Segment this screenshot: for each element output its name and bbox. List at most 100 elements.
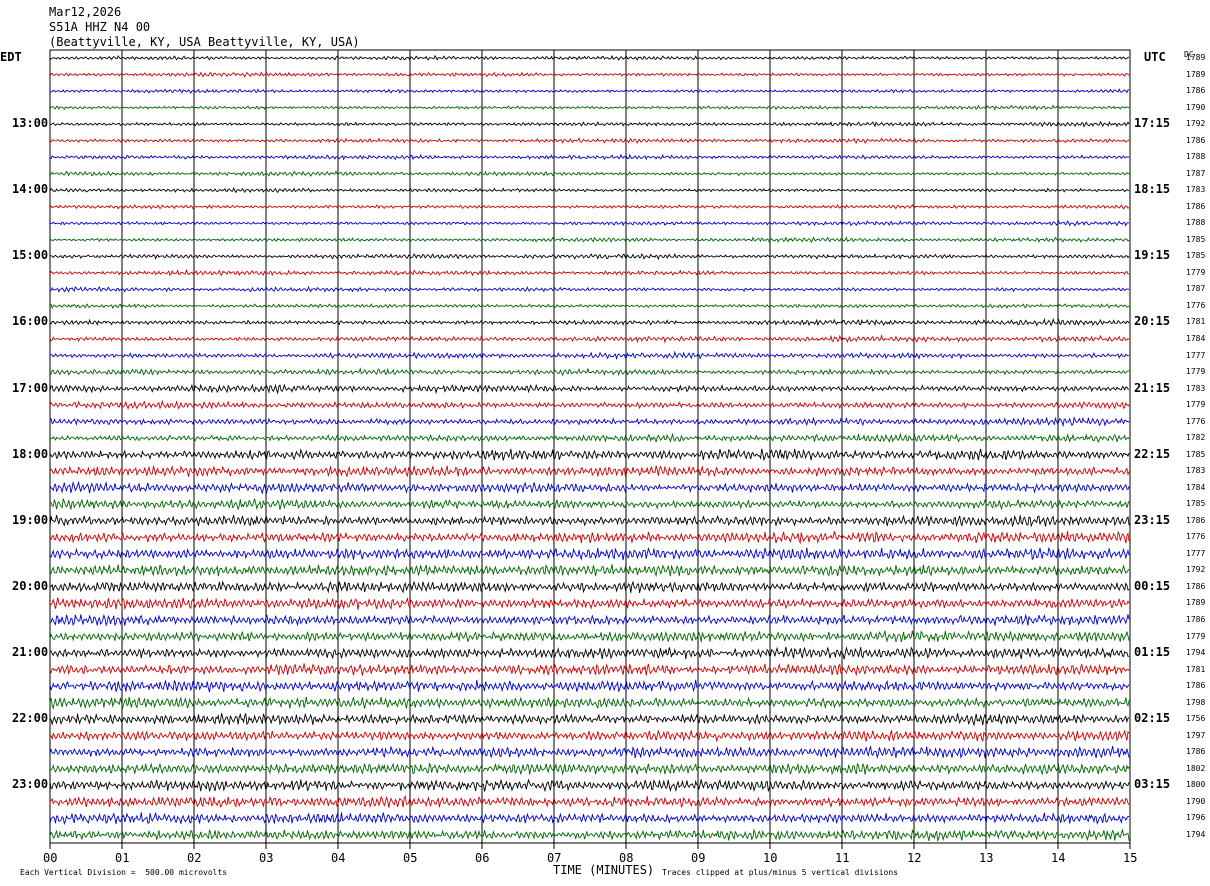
dc-value: 1785 [1186, 251, 1206, 261]
seismic-trace [49, 613, 1130, 627]
footer-clip-note: Traces clipped at plus/minus 5 vertical … [662, 868, 899, 877]
dc-value: 1785 [1186, 234, 1206, 244]
dc-value: 1789 [1186, 53, 1206, 62]
trace-line [49, 317, 1130, 327]
dc-value: 1777 [1186, 548, 1206, 558]
trace-line [49, 416, 1130, 428]
x-tick-label: 11 [835, 851, 850, 865]
trace-line [50, 220, 1130, 227]
x-tick-label: 02 [187, 851, 202, 865]
x-tick-label: 03 [259, 851, 274, 865]
trace-line [49, 88, 1130, 94]
seismic-trace [49, 464, 1130, 478]
seismic-trace [49, 662, 1130, 677]
seismic-trace [49, 252, 1130, 261]
dc-value: 1776 [1186, 416, 1206, 426]
seismic-trace [49, 334, 1130, 344]
seismic-trace [50, 498, 1130, 511]
trace-line [49, 712, 1130, 727]
trace-line [49, 613, 1130, 627]
edt-hour-label: 20:00 [12, 578, 49, 593]
dc-value: 1786 [1186, 135, 1206, 145]
seismic-trace [49, 71, 1130, 78]
dc-value: 1781 [1186, 317, 1206, 327]
trace-line [49, 795, 1130, 809]
dc-value: 1786 [1186, 201, 1206, 211]
trace-line [49, 187, 1130, 194]
x-tick-label: 05 [403, 851, 418, 865]
dc-value: 1800 [1186, 780, 1206, 790]
trace-line [49, 432, 1130, 444]
trace-line [49, 679, 1130, 693]
seismic-trace [49, 153, 1130, 161]
x-axis-title: TIME (MINUTES) [553, 863, 655, 877]
dc-value: 1792 [1186, 565, 1206, 575]
dc-value: 1783 [1186, 383, 1206, 393]
edt-hour-label: 16:00 [12, 314, 49, 329]
x-tick-label: 08 [619, 851, 634, 865]
dc-value: 1786 [1186, 681, 1206, 691]
dc-value: 1786 [1186, 581, 1206, 591]
seismic-trace [49, 514, 1130, 528]
dc-value: 1779 [1186, 267, 1206, 277]
x-tick-label: 10 [763, 851, 778, 865]
x-tick-label: 13 [979, 851, 994, 865]
seismic-trace [49, 350, 1130, 361]
utc-hour-label: 19:15 [1134, 248, 1171, 263]
trace-line [49, 563, 1130, 578]
dc-value: 1784 [1186, 482, 1206, 492]
seismic-trace [49, 416, 1130, 428]
x-tick-label: 04 [331, 851, 346, 865]
trace-line [49, 104, 1130, 111]
date-label: Mar12,2026 [49, 5, 122, 19]
trace-line [49, 367, 1130, 377]
trace-line [49, 812, 1130, 826]
seismic-trace [49, 104, 1130, 111]
dc-value: 1779 [1186, 400, 1206, 410]
x-tick-label: 06 [475, 851, 490, 865]
dc-value: 1792 [1186, 119, 1206, 129]
dc-value: 1797 [1186, 730, 1206, 740]
seismic-trace [49, 317, 1130, 327]
trace-line [49, 580, 1130, 594]
dc-value: 1786 [1186, 515, 1206, 525]
x-tick-label: 14 [1051, 851, 1066, 865]
seismic-trace [49, 546, 1130, 561]
seismic-trace [49, 303, 1130, 310]
dc-value: 1783 [1186, 185, 1206, 195]
trace-line [49, 546, 1130, 561]
utc-axis-title: UTC [1144, 50, 1166, 64]
trace-line [50, 498, 1130, 511]
edt-hour-label: 13:00 [12, 116, 49, 131]
dc-value: 1798 [1186, 697, 1206, 707]
seismic-trace [49, 120, 1130, 128]
edt-hour-label: 19:00 [12, 512, 49, 527]
dc-value: 1790 [1186, 102, 1206, 112]
utc-hour-label: 02:15 [1134, 711, 1171, 726]
seismic-trace [49, 828, 1130, 843]
dc-value: 1779 [1186, 631, 1206, 641]
trace-line [49, 729, 1130, 743]
trace-line [49, 480, 1130, 495]
trace-line [49, 153, 1130, 161]
utc-hour-label: 01:15 [1134, 645, 1171, 660]
dc-value: 1788 [1186, 218, 1206, 228]
edt-hour-label: 17:00 [12, 380, 49, 395]
dc-value: 1782 [1186, 433, 1206, 443]
location-label: (Beattyville, KY, USA Beattyville, KY, U… [49, 35, 360, 49]
seismic-trace [49, 696, 1130, 710]
utc-hour-label: 00:15 [1134, 578, 1171, 593]
trace-line [49, 597, 1130, 611]
dc-value: 1802 [1186, 763, 1206, 773]
edt-hour-label: 18:00 [12, 446, 49, 461]
x-tick-label: 01 [115, 851, 130, 865]
seismic-trace [49, 597, 1130, 611]
station-label: S51A HHZ N4 00 [49, 20, 151, 34]
x-tick-label: 12 [907, 851, 922, 865]
dc-title: DC [1184, 50, 1194, 59]
seismic-trace [49, 563, 1130, 578]
seismic-trace [49, 729, 1130, 743]
dc-value: 1783 [1186, 466, 1206, 476]
edt-hour-label: 15:00 [12, 248, 49, 263]
